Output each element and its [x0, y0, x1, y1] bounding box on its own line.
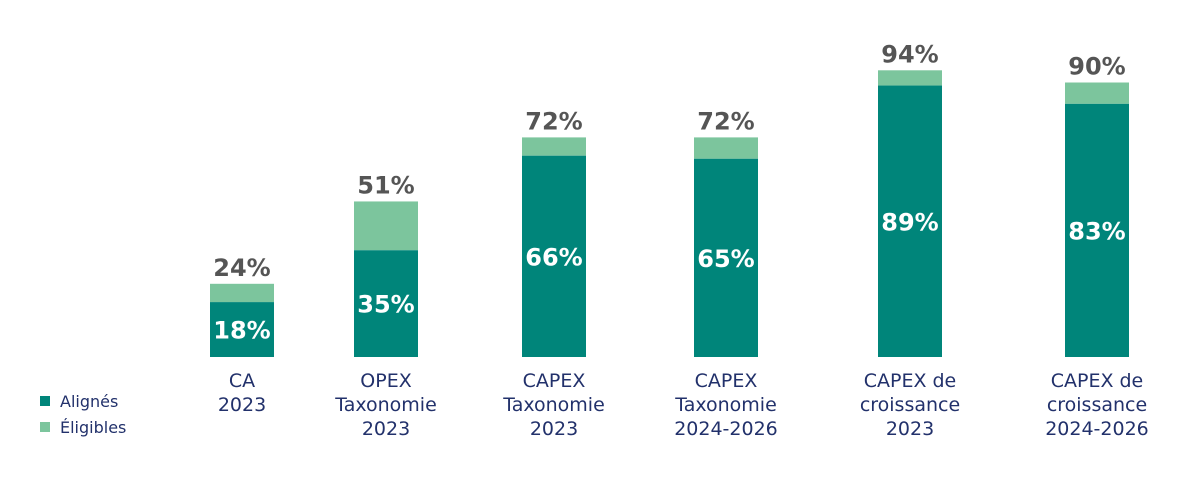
category-label-0-1: 2023	[218, 394, 266, 416]
category-label-0-0: CA	[229, 370, 255, 392]
category-label-5-1: croissance	[1047, 394, 1147, 416]
category-label-2-1: Taxonomie	[502, 394, 605, 416]
aligned-label-4: 89%	[881, 208, 938, 236]
bar-eligible-3	[694, 137, 758, 159]
category-label-4-2: 2023	[886, 418, 934, 440]
legend-swatch-aligned	[40, 396, 50, 406]
total-label-3: 72%	[697, 107, 754, 135]
bar-eligible-1	[354, 201, 418, 251]
bar-eligible-2	[522, 137, 586, 156]
bar-aligned-3	[694, 158, 758, 357]
labels-group: 24%18%CA202351%35%OPEXTaxonomie202372%66…	[213, 40, 1149, 440]
category-label-1-2: 2023	[362, 418, 410, 440]
category-label-2-0: CAPEX	[523, 370, 586, 392]
bars-group	[210, 70, 1129, 358]
category-label-5-2: 2024-2026	[1045, 418, 1149, 440]
bar-eligible-0	[210, 283, 274, 303]
total-label-2: 72%	[525, 107, 582, 135]
category-label-2-2: 2023	[530, 418, 578, 440]
category-label-4-1: croissance	[860, 394, 960, 416]
bar-eligible-4	[878, 70, 942, 86]
category-label-3-1: Taxonomie	[674, 394, 777, 416]
legend-label-aligned: Alignés	[60, 392, 118, 411]
aligned-label-1: 35%	[357, 291, 414, 319]
bar-aligned-4	[878, 85, 942, 358]
bar-eligible-5	[1065, 82, 1129, 104]
category-label-5-0: CAPEX de	[1051, 370, 1144, 392]
aligned-label-2: 66%	[525, 243, 582, 271]
total-label-1: 51%	[357, 171, 414, 199]
aligned-label-0: 18%	[213, 317, 270, 345]
total-label-0: 24%	[213, 254, 270, 282]
category-label-4-0: CAPEX de	[864, 370, 957, 392]
category-label-1-1: Taxonomie	[334, 394, 437, 416]
legend-swatch-eligible	[40, 422, 50, 432]
total-label-4: 94%	[881, 40, 938, 68]
bar-aligned-2	[522, 155, 586, 357]
category-label-3-0: CAPEX	[695, 370, 758, 392]
bar-aligned-0	[210, 302, 274, 357]
category-label-3-2: 2024-2026	[674, 418, 778, 440]
total-label-5: 90%	[1068, 53, 1125, 81]
legend: Alignés Éligibles	[40, 392, 126, 437]
bar-aligned-1	[354, 250, 418, 357]
bar-aligned-5	[1065, 103, 1129, 357]
aligned-label-3: 65%	[697, 245, 754, 273]
category-label-1-0: OPEX	[360, 370, 411, 392]
legend-label-eligible: Éligibles	[60, 418, 126, 437]
aligned-label-5: 83%	[1068, 217, 1125, 245]
